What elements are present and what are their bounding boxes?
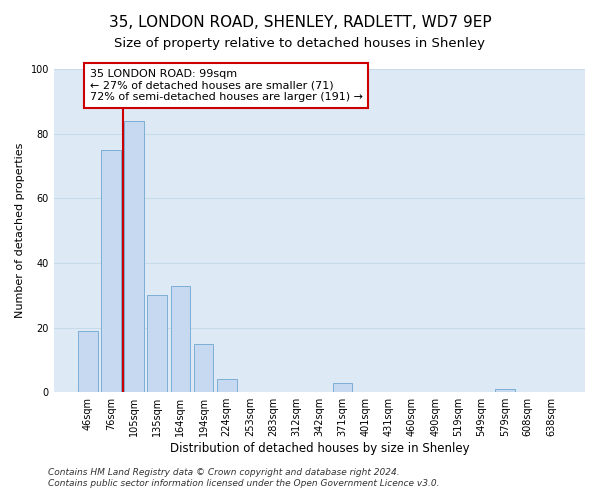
- X-axis label: Distribution of detached houses by size in Shenley: Distribution of detached houses by size …: [170, 442, 469, 455]
- Bar: [170, 286, 190, 392]
- Text: 35 LONDON ROAD: 99sqm
← 27% of detached houses are smaller (71)
72% of semi-deta: 35 LONDON ROAD: 99sqm ← 27% of detached …: [89, 69, 362, 102]
- Text: Contains HM Land Registry data © Crown copyright and database right 2024.
Contai: Contains HM Land Registry data © Crown c…: [48, 468, 439, 487]
- Bar: [194, 344, 214, 392]
- Bar: [124, 120, 144, 392]
- Bar: [78, 331, 98, 392]
- Text: 35, LONDON ROAD, SHENLEY, RADLETT, WD7 9EP: 35, LONDON ROAD, SHENLEY, RADLETT, WD7 9…: [109, 15, 491, 30]
- Bar: [217, 380, 236, 392]
- Bar: [101, 150, 121, 392]
- Bar: [333, 382, 352, 392]
- Bar: [495, 389, 515, 392]
- Y-axis label: Number of detached properties: Number of detached properties: [15, 143, 25, 318]
- Text: Size of property relative to detached houses in Shenley: Size of property relative to detached ho…: [115, 38, 485, 51]
- Bar: [148, 295, 167, 392]
